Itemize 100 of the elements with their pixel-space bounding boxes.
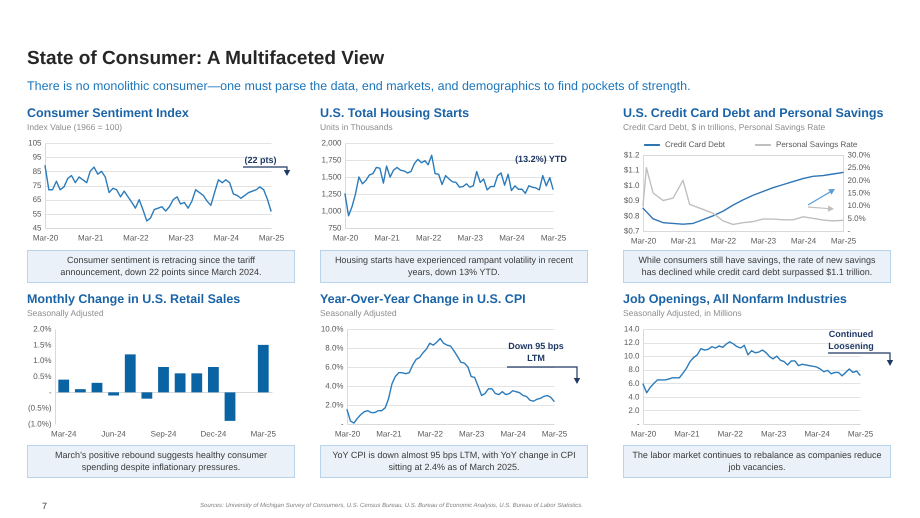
chart-title: U.S. Total Housing Starts bbox=[320, 106, 470, 120]
y-tick-label: 6.0% bbox=[325, 362, 344, 372]
chart-title: Job Openings, All Nonfarm Industries bbox=[623, 292, 848, 306]
y2-tick-label: 15.0% bbox=[848, 188, 870, 198]
x-tick-label: Mar-21 bbox=[674, 430, 700, 438]
x-tick-label: Mar-20 bbox=[332, 234, 359, 242]
x-tick-label: Mar-21 bbox=[374, 234, 400, 242]
text: There is no monolithic consumer—one must parse the data, end markets, and demographics to find pockets of strength. bbox=[27, 79, 691, 93]
chart-title: Year-Over-Year Change in U.S. CPI bbox=[320, 292, 527, 306]
annotation: (13.2%) YTD bbox=[514, 153, 568, 166]
x-tick-label: Mar-24 bbox=[214, 234, 240, 242]
bar bbox=[74, 389, 86, 392]
y-tick-label: 2.0% bbox=[33, 324, 52, 334]
y-tick-label: 0.5% bbox=[33, 372, 52, 381]
y-tick-label: 8.0 bbox=[628, 365, 640, 374]
y-tick-label: $1.0 bbox=[624, 180, 640, 190]
x-tick-label: Mar-23 bbox=[760, 430, 787, 438]
x-tick-label: Mar-24 bbox=[790, 236, 817, 246]
y2-tick-label: - bbox=[848, 226, 850, 236]
y-tick-label: 2,000 bbox=[321, 138, 342, 148]
y-tick-label: 65 bbox=[32, 195, 42, 204]
x-tick-label: Mar-21 bbox=[670, 236, 697, 246]
y-tick-label: 95 bbox=[32, 152, 42, 162]
x-tick-label: Jun-24 bbox=[101, 430, 126, 438]
y-tick-label: 1.0% bbox=[33, 356, 52, 366]
x-tick-label: Mar-24 bbox=[51, 430, 77, 438]
bar bbox=[58, 380, 70, 392]
y-tick-label: 4.0 bbox=[628, 392, 640, 402]
chart-subtitle: Credit Card Debt, $ in trillions, Personal Savings Rate bbox=[623, 122, 826, 132]
chart-subtitle: Index Value (1966 = 100) bbox=[27, 122, 124, 132]
y-tick-label: 750 bbox=[328, 224, 342, 232]
x-tick-label: Mar-20 bbox=[32, 234, 59, 242]
bar bbox=[258, 344, 269, 392]
x-tick-label: Mar-21 bbox=[376, 430, 402, 438]
y-tick-label: 10.0% bbox=[320, 324, 344, 334]
x-tick-label: Mar-25 bbox=[542, 430, 568, 438]
chart-title: U.S. Credit Card Debt and Personal Savings bbox=[623, 106, 884, 120]
chart-subtitle: Seasonally Adjusted bbox=[27, 308, 105, 318]
y-tick-label: 2.0 bbox=[628, 406, 640, 415]
legend-label: Personal Savings Rate bbox=[776, 140, 858, 149]
chart-title: Monthly Change in U.S. Retail Sales bbox=[27, 292, 242, 306]
x-tick-label: Mar-24 bbox=[499, 234, 526, 242]
y-tick-label: 1.5% bbox=[33, 340, 52, 350]
x-tick-label: Mar-22 bbox=[718, 430, 744, 438]
x-tick-label: Dec-24 bbox=[200, 430, 227, 438]
bar bbox=[124, 354, 136, 392]
y-tick-label: 45 bbox=[32, 224, 42, 232]
text: March’s positive rebound suggests healthy consumer spending despite inflationary pressures. bbox=[27, 445, 295, 478]
x-tick-label: Mar-20 bbox=[334, 430, 361, 438]
y-tick-label: 1,750 bbox=[321, 156, 342, 164]
x-tick-label: Mar-22 bbox=[123, 234, 150, 242]
y2-tick-label: 10.0% bbox=[848, 201, 870, 210]
y-tick-label: (1.0%) bbox=[28, 420, 52, 428]
y-tick-label: $1.2 bbox=[624, 150, 640, 160]
y-tick-label: - bbox=[340, 420, 344, 428]
text: State of Consumer: A Multifaceted View bbox=[27, 48, 384, 70]
line-series bbox=[44, 164, 272, 222]
y-tick-label: 4.0% bbox=[325, 382, 344, 390]
x-tick-label: Mar-25 bbox=[848, 430, 874, 438]
x-tick-label: Mar-25 bbox=[258, 234, 285, 242]
x-tick-label: Mar-21 bbox=[78, 234, 104, 242]
bar bbox=[158, 367, 169, 392]
bar bbox=[108, 392, 120, 396]
bar bbox=[174, 373, 186, 392]
y-tick-label: - bbox=[636, 420, 640, 428]
x-tick-label: Mar-23 bbox=[458, 430, 485, 438]
bar bbox=[224, 392, 236, 421]
y-tick-label: $0.9 bbox=[624, 196, 640, 206]
annotation: Down 95 bps LTM bbox=[507, 340, 565, 364]
annotation: Continued Loosening bbox=[827, 328, 875, 352]
bar bbox=[92, 382, 102, 392]
y-tick-label: $1.1 bbox=[624, 166, 640, 175]
y-tick-label: $0.8 bbox=[624, 211, 640, 220]
y-tick-label: 105 bbox=[28, 138, 42, 148]
y-tick-label: 14.0 bbox=[624, 324, 640, 334]
y-tick-label: 75 bbox=[32, 181, 42, 190]
y-tick-label: 1,000 bbox=[321, 206, 342, 216]
text: 7 bbox=[42, 501, 48, 511]
y2-tick-label: 5.0% bbox=[848, 214, 866, 223]
y-tick-label: 2.0% bbox=[325, 400, 344, 410]
y-tick-label: 85 bbox=[32, 166, 42, 176]
y2-tick-label: 20.0% bbox=[848, 176, 870, 185]
x-tick-label: Mar-20 bbox=[630, 236, 657, 246]
x-tick-label: Mar-23 bbox=[168, 234, 194, 242]
y-tick-label: 12.0 bbox=[624, 338, 640, 348]
y-tick-label: 10.0 bbox=[624, 352, 640, 361]
y2-tick-label: 25.0% bbox=[848, 163, 870, 172]
y-tick-label: 1,250 bbox=[321, 190, 342, 198]
y-tick-label: (0.5%) bbox=[28, 404, 52, 413]
bar bbox=[191, 373, 202, 392]
text: While consumers still have savings, the rate of new savings has declined while credit card debt surpassed $1.1 trillion. bbox=[623, 250, 891, 284]
annotation: (22 pts) bbox=[243, 154, 278, 166]
x-tick-label: Mar-22 bbox=[710, 236, 737, 246]
chart-subtitle: Seasonally Adjusted, in Millions bbox=[623, 308, 743, 318]
chart-subtitle: Seasonally Adjusted bbox=[320, 308, 398, 318]
x-tick-label: Mar-24 bbox=[500, 430, 526, 438]
y-tick-label: 1,500 bbox=[321, 172, 342, 182]
chart-subtitle: Units in Thousands bbox=[320, 122, 394, 132]
y-tick-label: 6.0 bbox=[628, 378, 640, 388]
chart-title: Consumer Sentiment Index bbox=[27, 106, 190, 120]
